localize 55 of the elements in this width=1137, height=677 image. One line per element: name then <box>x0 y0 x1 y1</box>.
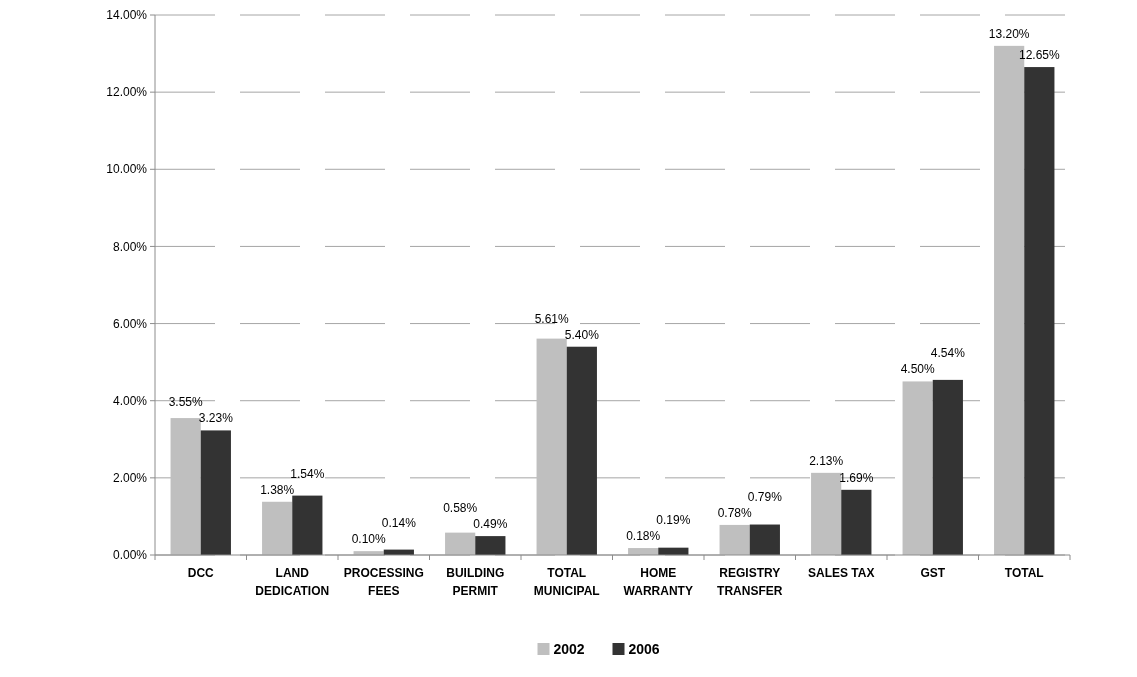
data-label: 0.79% <box>747 489 783 504</box>
data-label: 12.65% <box>1019 48 1061 63</box>
x-tick-label: GST <box>920 566 946 580</box>
bar <box>566 346 597 555</box>
y-tick-label: 2.00% <box>112 471 148 486</box>
x-tick-label: BUILDING PERMIT <box>446 566 505 598</box>
data-label: 0.18% <box>626 529 661 544</box>
data-label: 4.50% <box>900 362 935 377</box>
bar <box>841 489 872 555</box>
bar <box>749 524 780 555</box>
x-tick-label: LAND DEDICATION <box>255 566 330 598</box>
data-label: 13.20% <box>988 26 1030 41</box>
data-label: 1.54% <box>290 466 325 481</box>
x-tick-label: DCC <box>187 566 215 580</box>
y-tick-label: 14.00% <box>106 8 148 23</box>
data-label: 1.38% <box>260 482 295 497</box>
data-label: 0.14% <box>381 516 417 531</box>
bar <box>902 381 933 555</box>
x-tick-label: REGISTRY TRANSFER <box>717 566 783 598</box>
data-label: 5.61% <box>534 311 569 326</box>
data-label: 3.55% <box>168 395 203 410</box>
bar <box>292 495 323 555</box>
x-tick-label: HOME WARRANTY <box>623 566 693 598</box>
x-tick-label: SALES TAX <box>808 566 875 580</box>
data-label: 4.54% <box>930 346 966 361</box>
data-label: 2.13% <box>809 453 844 468</box>
data-label: 0.10% <box>351 532 386 547</box>
bar <box>170 418 201 555</box>
data-label: 5.40% <box>564 327 600 342</box>
bar <box>811 472 842 555</box>
y-tick-label: 4.00% <box>112 393 148 408</box>
data-label: 3.23% <box>198 411 234 426</box>
data-label: 0.19% <box>656 513 691 528</box>
legend-label: 2006 <box>628 641 660 657</box>
y-tick-label: 0.00% <box>112 548 148 563</box>
y-tick-label: 8.00% <box>112 239 148 254</box>
legend-label: 2002 <box>553 641 585 657</box>
data-label: 0.78% <box>717 505 752 520</box>
bar <box>200 430 231 555</box>
bar <box>1024 67 1055 555</box>
x-tick-label: TOTAL <box>1004 566 1044 580</box>
bar <box>536 338 567 555</box>
bar <box>932 379 963 555</box>
bar <box>475 536 506 555</box>
y-tick-label: 12.00% <box>106 85 148 100</box>
data-label: 1.69% <box>839 470 874 485</box>
y-tick-label: 10.00% <box>106 162 148 177</box>
data-label: 0.49% <box>473 517 508 532</box>
y-tick-label: 6.00% <box>112 316 148 331</box>
x-tick-label: TOTAL MUNICIPAL <box>533 566 600 598</box>
bar <box>719 524 750 555</box>
bar <box>445 532 476 555</box>
x-tick-label: PROCESSING FEES <box>343 566 424 598</box>
data-label: 0.58% <box>443 501 478 516</box>
bar <box>262 501 293 555</box>
